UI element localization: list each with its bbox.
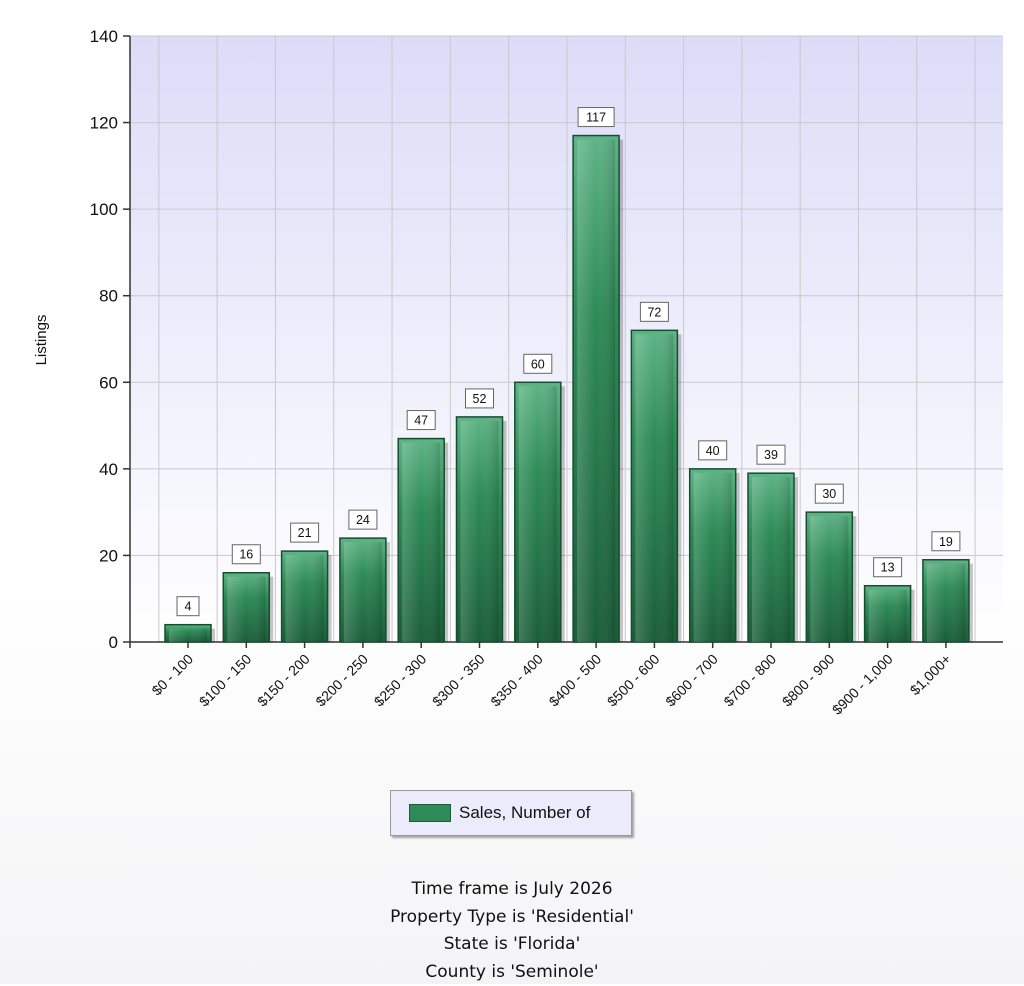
bar-highlight bbox=[169, 629, 207, 642]
footer-state: State is 'Florida' bbox=[0, 931, 1024, 959]
y-tick-label: 80 bbox=[99, 287, 118, 306]
x-tick-label: $150 - 200 bbox=[254, 651, 313, 710]
data-label: 39 bbox=[764, 448, 778, 462]
x-tick-label: $250 - 300 bbox=[371, 651, 430, 710]
x-tick-label: $1,000+ bbox=[907, 651, 954, 698]
footer-timeframe: Time frame is July 2026 bbox=[0, 876, 1024, 904]
bar-highlight bbox=[869, 590, 907, 642]
x-tick-label: $300 - 350 bbox=[429, 651, 488, 710]
bar-highlight bbox=[694, 473, 732, 642]
bar-chart: 0 20 40 60 80 100 120 140 4 $0 - 100 16 $100 - 150 2… bbox=[0, 0, 1024, 760]
bar-highlight bbox=[344, 542, 382, 642]
y-tick-label: 0 bbox=[109, 633, 118, 652]
data-label: 16 bbox=[239, 548, 253, 562]
x-tick-label: $900 - 1,000 bbox=[829, 651, 896, 718]
data-label: 72 bbox=[647, 305, 661, 319]
footer-county: County is 'Seminole' bbox=[0, 959, 1024, 986]
bar-highlight bbox=[810, 516, 848, 642]
x-tick-label: $400 - 500 bbox=[546, 651, 605, 710]
bar-highlight bbox=[752, 477, 790, 642]
x-tick-label: $200 - 250 bbox=[312, 651, 371, 710]
bar-highlight bbox=[927, 564, 965, 642]
data-label: 60 bbox=[531, 357, 545, 371]
legend-swatch bbox=[409, 804, 451, 822]
bar-highlight bbox=[286, 555, 324, 642]
y-tick-label: 60 bbox=[99, 373, 118, 392]
bar-highlight bbox=[577, 140, 615, 642]
y-tick-label: 40 bbox=[99, 460, 118, 479]
x-tick-label: $600 - 700 bbox=[662, 651, 721, 710]
data-label: 30 bbox=[822, 487, 836, 501]
data-label: 117 bbox=[586, 111, 606, 125]
y-axis-label: Listings bbox=[33, 315, 50, 366]
x-tick-label: $800 - 900 bbox=[779, 651, 838, 710]
filter-summary: Time frame is July 2026 Property Type is… bbox=[0, 876, 1024, 986]
y-tick-label: 140 bbox=[90, 27, 118, 46]
data-label: 47 bbox=[414, 414, 428, 428]
y-tick-label: 20 bbox=[99, 546, 118, 565]
x-tick-label: $0 - 100 bbox=[148, 651, 196, 699]
y-tick-label: 120 bbox=[90, 114, 118, 133]
data-label: 13 bbox=[881, 561, 895, 575]
bar-highlight bbox=[402, 443, 440, 642]
x-tick-label: $350 - 400 bbox=[487, 651, 546, 710]
bar-highlight bbox=[635, 334, 673, 642]
data-label: 52 bbox=[473, 392, 487, 406]
data-label: 19 bbox=[939, 535, 953, 549]
legend-label: Sales, Number of bbox=[459, 803, 590, 823]
x-tick-label: $500 - 600 bbox=[604, 651, 663, 710]
legend: Sales, Number of bbox=[390, 790, 632, 836]
footer-property-type: Property Type is 'Residential' bbox=[0, 904, 1024, 932]
bar-highlight bbox=[461, 421, 499, 642]
bar-highlight bbox=[519, 386, 557, 642]
x-tick-label: $100 - 150 bbox=[196, 651, 255, 710]
x-tick-label: $700 - 800 bbox=[720, 651, 779, 710]
y-tick-label: 100 bbox=[90, 200, 118, 219]
data-label: 4 bbox=[185, 600, 192, 614]
data-label: 24 bbox=[356, 513, 370, 527]
data-label: 40 bbox=[706, 444, 720, 458]
data-label: 21 bbox=[298, 526, 312, 540]
bar-highlight bbox=[227, 577, 265, 642]
